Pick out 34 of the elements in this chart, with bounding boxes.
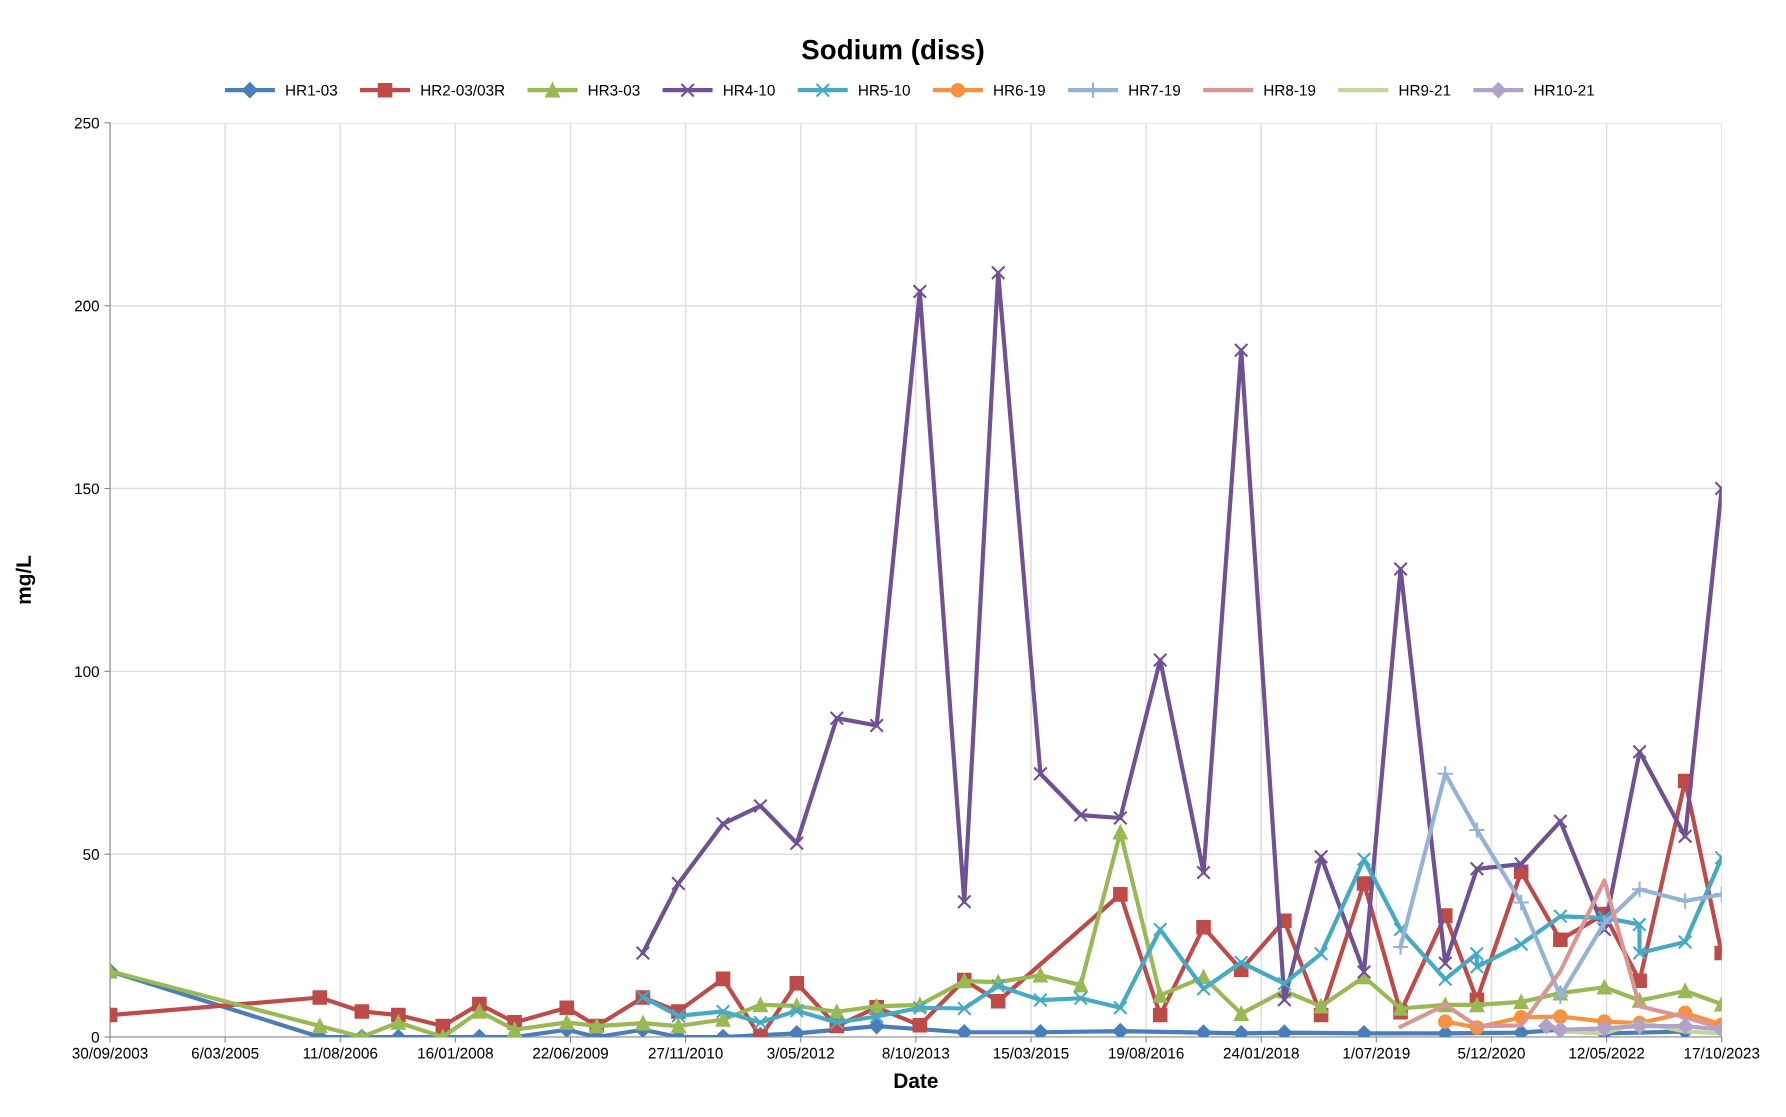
legend-label: HR9-21 xyxy=(1399,84,1451,96)
legend-label: HR5-10 xyxy=(859,84,910,96)
x-tick-label: 3/05/2012 xyxy=(767,1047,834,1059)
y-tick-label: 0 xyxy=(91,1031,99,1043)
x-tick-label: 5/12/2020 xyxy=(1458,1047,1525,1059)
y-tick-label: 200 xyxy=(74,300,100,312)
x-tick-label: 17/10/2023 xyxy=(1684,1047,1760,1059)
x-tick-label: 15/03/2015 xyxy=(993,1047,1069,1059)
legend-label: HR2-03/03R xyxy=(421,84,505,96)
legend-label: HR3-03 xyxy=(588,84,640,96)
x-axis-title: Date xyxy=(894,1073,938,1089)
x-tick-label: 11/08/2006 xyxy=(303,1047,378,1059)
y-tick-label: 250 xyxy=(74,117,100,129)
y-tick-label: 50 xyxy=(83,849,100,860)
x-tick-label: 22/06/2009 xyxy=(533,1047,609,1059)
legend-label: HR7-19 xyxy=(1129,84,1181,96)
x-tick-label: 16/01/2008 xyxy=(418,1047,493,1059)
y-axis-title: mg/L xyxy=(15,555,36,604)
x-tick-label: 12/05/2022 xyxy=(1569,1047,1645,1059)
legend-label: HR4-10 xyxy=(723,84,775,96)
y-tick-label: 150 xyxy=(75,483,100,495)
x-tick-label: 6/03/2005 xyxy=(191,1047,259,1059)
x-tick-label: 30/09/2003 xyxy=(72,1047,148,1059)
legend-label: HR10-21 xyxy=(1534,84,1594,96)
x-tick-label: 19/08/2016 xyxy=(1109,1047,1184,1059)
x-tick-label: 8/10/2013 xyxy=(882,1047,950,1059)
y-tick-label: 100 xyxy=(75,666,100,678)
chart-title: Sodium (diss) xyxy=(801,39,984,65)
x-tick-label: 1/07/2019 xyxy=(1343,1047,1410,1059)
x-tick-label: 24/01/2018 xyxy=(1223,1047,1299,1059)
legend-label: HR8-19 xyxy=(1264,84,1316,96)
x-tick-label: 27/11/2010 xyxy=(648,1047,723,1059)
legend-label: HR1-03 xyxy=(286,84,338,96)
legend-label: HR6-19 xyxy=(994,84,1045,96)
